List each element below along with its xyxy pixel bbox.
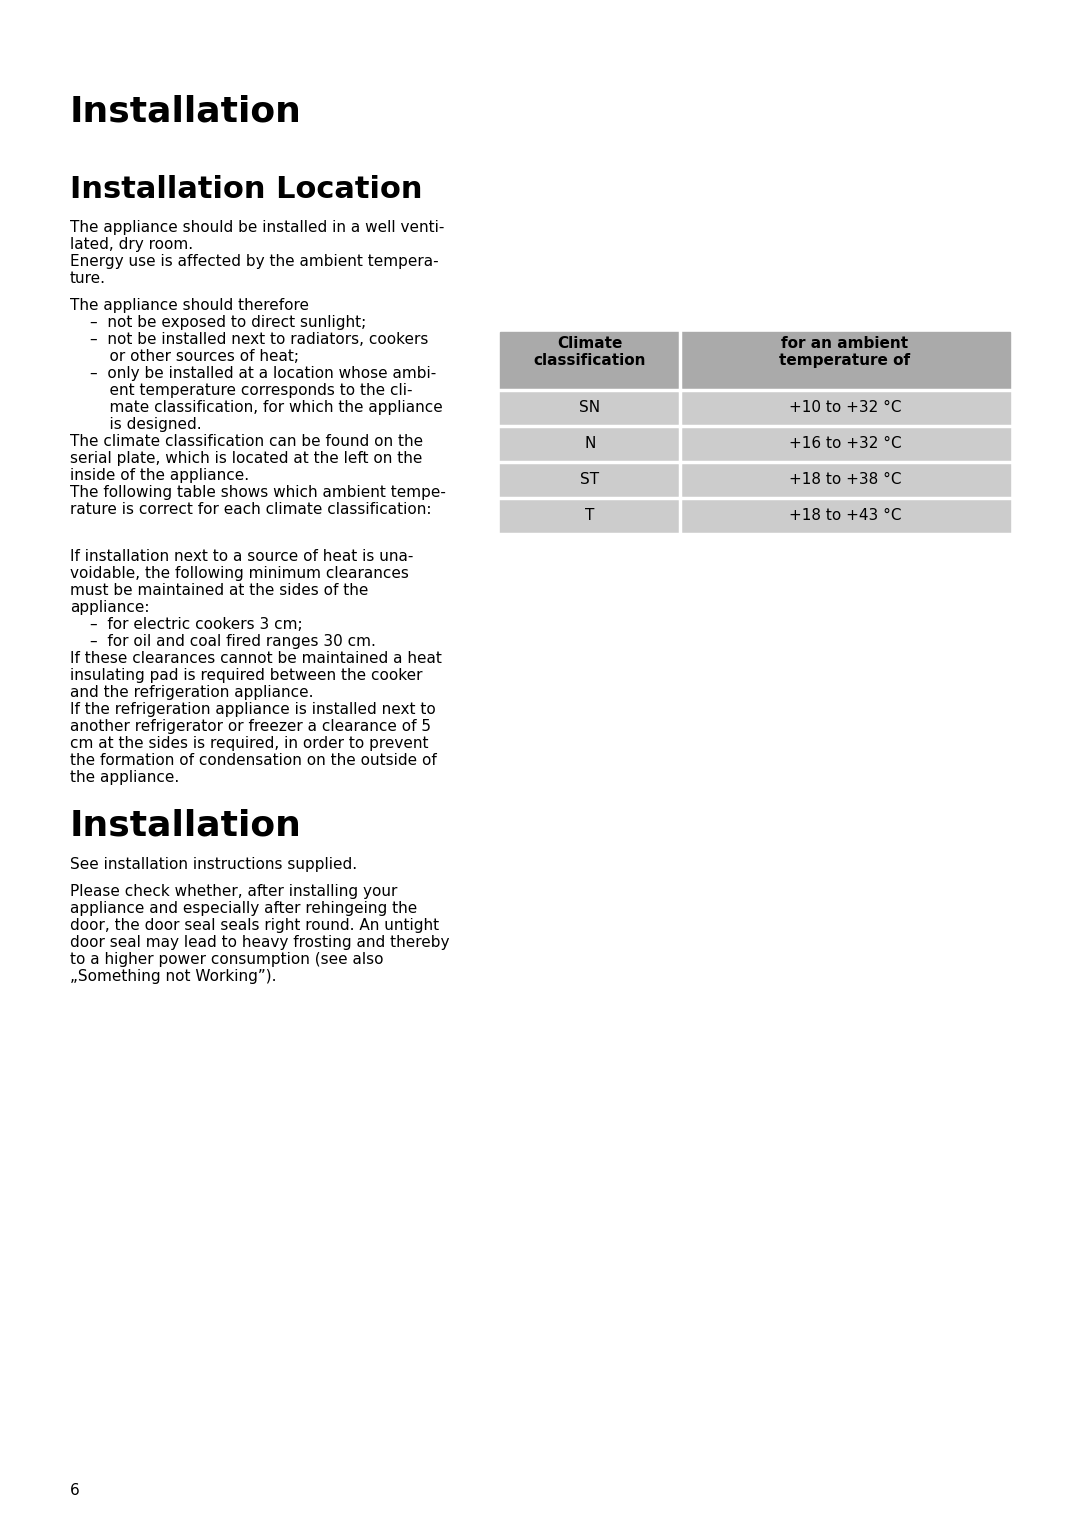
Text: SN: SN (580, 400, 600, 416)
Text: The appliance should be installed in a well venti-: The appliance should be installed in a w… (70, 220, 444, 235)
Text: –  for electric cookers 3 cm;: – for electric cookers 3 cm; (90, 617, 302, 633)
Text: –  not be installed next to radiators, cookers: – not be installed next to radiators, co… (90, 332, 429, 347)
Text: Please check whether, after installing your: Please check whether, after installing y… (70, 885, 397, 898)
Bar (500, 426, 1010, 461)
Text: or other sources of heat;: or other sources of heat; (90, 348, 299, 364)
Text: is designed.: is designed. (90, 417, 202, 432)
Text: door, the door seal seals right round. An untight: door, the door seal seals right round. A… (70, 918, 440, 934)
Text: –  not be exposed to direct sunlight;: – not be exposed to direct sunlight; (90, 315, 366, 330)
Bar (500, 390, 1010, 426)
Text: +18 to +43 °C: +18 to +43 °C (788, 509, 901, 524)
Text: T: T (585, 509, 595, 524)
Text: rature is correct for each climate classification:: rature is correct for each climate class… (70, 503, 432, 516)
Text: Installation: Installation (70, 95, 302, 128)
Text: door seal may lead to heavy frosting and thereby: door seal may lead to heavy frosting and… (70, 935, 449, 950)
Text: +16 to +32 °C: +16 to +32 °C (788, 437, 902, 451)
Text: lated, dry room.: lated, dry room. (70, 237, 193, 252)
Text: Energy use is affected by the ambient tempera-: Energy use is affected by the ambient te… (70, 254, 438, 269)
Text: ent temperature corresponds to the cli-: ent temperature corresponds to the cli- (90, 384, 413, 397)
Text: for an ambient
temperature of: for an ambient temperature of (780, 336, 910, 368)
Text: appliance and especially after rehingeing the: appliance and especially after rehingein… (70, 902, 417, 915)
Text: mate classification, for which the appliance: mate classification, for which the appli… (90, 400, 443, 416)
Text: the formation of condensation on the outside of: the formation of condensation on the out… (70, 753, 436, 769)
Text: cm at the sides is required, in order to prevent: cm at the sides is required, in order to… (70, 736, 429, 750)
Text: ture.: ture. (70, 270, 106, 286)
Text: Climate
classification: Climate classification (534, 336, 646, 368)
Text: 6: 6 (70, 1484, 80, 1497)
Text: If installation next to a source of heat is una-: If installation next to a source of heat… (70, 549, 414, 564)
Text: Installation: Installation (70, 808, 302, 843)
Text: voidable, the following minimum clearances: voidable, the following minimum clearanc… (70, 565, 409, 581)
Text: N: N (584, 437, 596, 451)
Text: If the refrigeration appliance is installed next to: If the refrigeration appliance is instal… (70, 701, 435, 717)
Text: The appliance should therefore: The appliance should therefore (70, 298, 309, 313)
Bar (500, 332, 1010, 390)
Text: The climate classification can be found on the: The climate classification can be found … (70, 434, 423, 449)
Text: The following table shows which ambient tempe-: The following table shows which ambient … (70, 484, 446, 500)
Text: ST: ST (580, 472, 599, 487)
Bar (500, 498, 1010, 533)
Text: another refrigerator or freezer a clearance of 5: another refrigerator or freezer a cleara… (70, 720, 431, 733)
Text: to a higher power consumption (see also: to a higher power consumption (see also (70, 952, 383, 967)
Text: „Something not Working”).: „Something not Working”). (70, 969, 276, 984)
Text: +10 to +32 °C: +10 to +32 °C (788, 400, 901, 416)
Text: must be maintained at the sides of the: must be maintained at the sides of the (70, 584, 368, 597)
Text: If these clearances cannot be maintained a heat: If these clearances cannot be maintained… (70, 651, 442, 666)
Text: +18 to +38 °C: +18 to +38 °C (788, 472, 901, 487)
Text: insulating pad is required between the cooker: insulating pad is required between the c… (70, 668, 422, 683)
Text: –  only be installed at a location whose ambi-: – only be installed at a location whose … (90, 367, 436, 380)
Text: –  for oil and coal fired ranges 30 cm.: – for oil and coal fired ranges 30 cm. (90, 634, 376, 649)
Text: and the refrigeration appliance.: and the refrigeration appliance. (70, 685, 313, 700)
Bar (500, 461, 1010, 498)
Text: appliance:: appliance: (70, 601, 149, 614)
Text: inside of the appliance.: inside of the appliance. (70, 468, 249, 483)
Text: Installation Location: Installation Location (70, 176, 422, 205)
Text: the appliance.: the appliance. (70, 770, 179, 785)
Text: See installation instructions supplied.: See installation instructions supplied. (70, 857, 357, 872)
Text: serial plate, which is located at the left on the: serial plate, which is located at the le… (70, 451, 422, 466)
